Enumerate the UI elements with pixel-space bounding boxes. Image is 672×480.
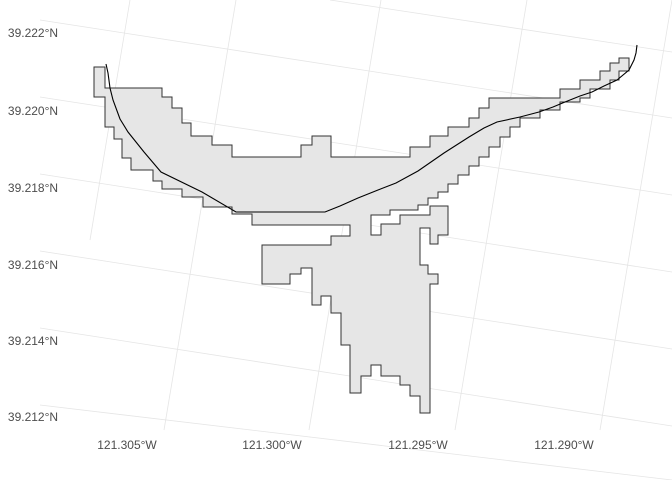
y-tick-label: 39.214°N bbox=[8, 334, 58, 348]
x-tick-label: 121.290°W bbox=[534, 438, 594, 452]
grid-lat-top bbox=[329, 0, 672, 53]
grid-lon-121-295 bbox=[454, 0, 528, 431]
grid-lat-39-212 bbox=[39, 404, 672, 480]
y-tick-label: 39.212°N bbox=[8, 410, 58, 424]
route-line bbox=[105, 44, 638, 213]
y-tick-label: 39.220°N bbox=[8, 104, 58, 118]
y-tick-label: 39.222°N bbox=[8, 26, 58, 40]
x-tick-label: 121.295°W bbox=[388, 438, 448, 452]
grid-lon-121-290 bbox=[599, 0, 672, 431]
y-tick-label: 39.216°N bbox=[8, 258, 58, 272]
x-tick-label: 121.305°W bbox=[97, 438, 157, 452]
x-axis-labels: 121.305°W 121.300°W 121.295°W 121.290°W bbox=[97, 438, 594, 452]
y-axis-labels: 39.222°N 39.220°N 39.218°N 39.216°N 39.2… bbox=[8, 26, 58, 424]
grid-lon-121-305 bbox=[163, 0, 237, 431]
x-tick-label: 121.300°W bbox=[242, 438, 302, 452]
y-tick-label: 39.218°N bbox=[8, 181, 58, 195]
area-polygon bbox=[93, 57, 630, 414]
